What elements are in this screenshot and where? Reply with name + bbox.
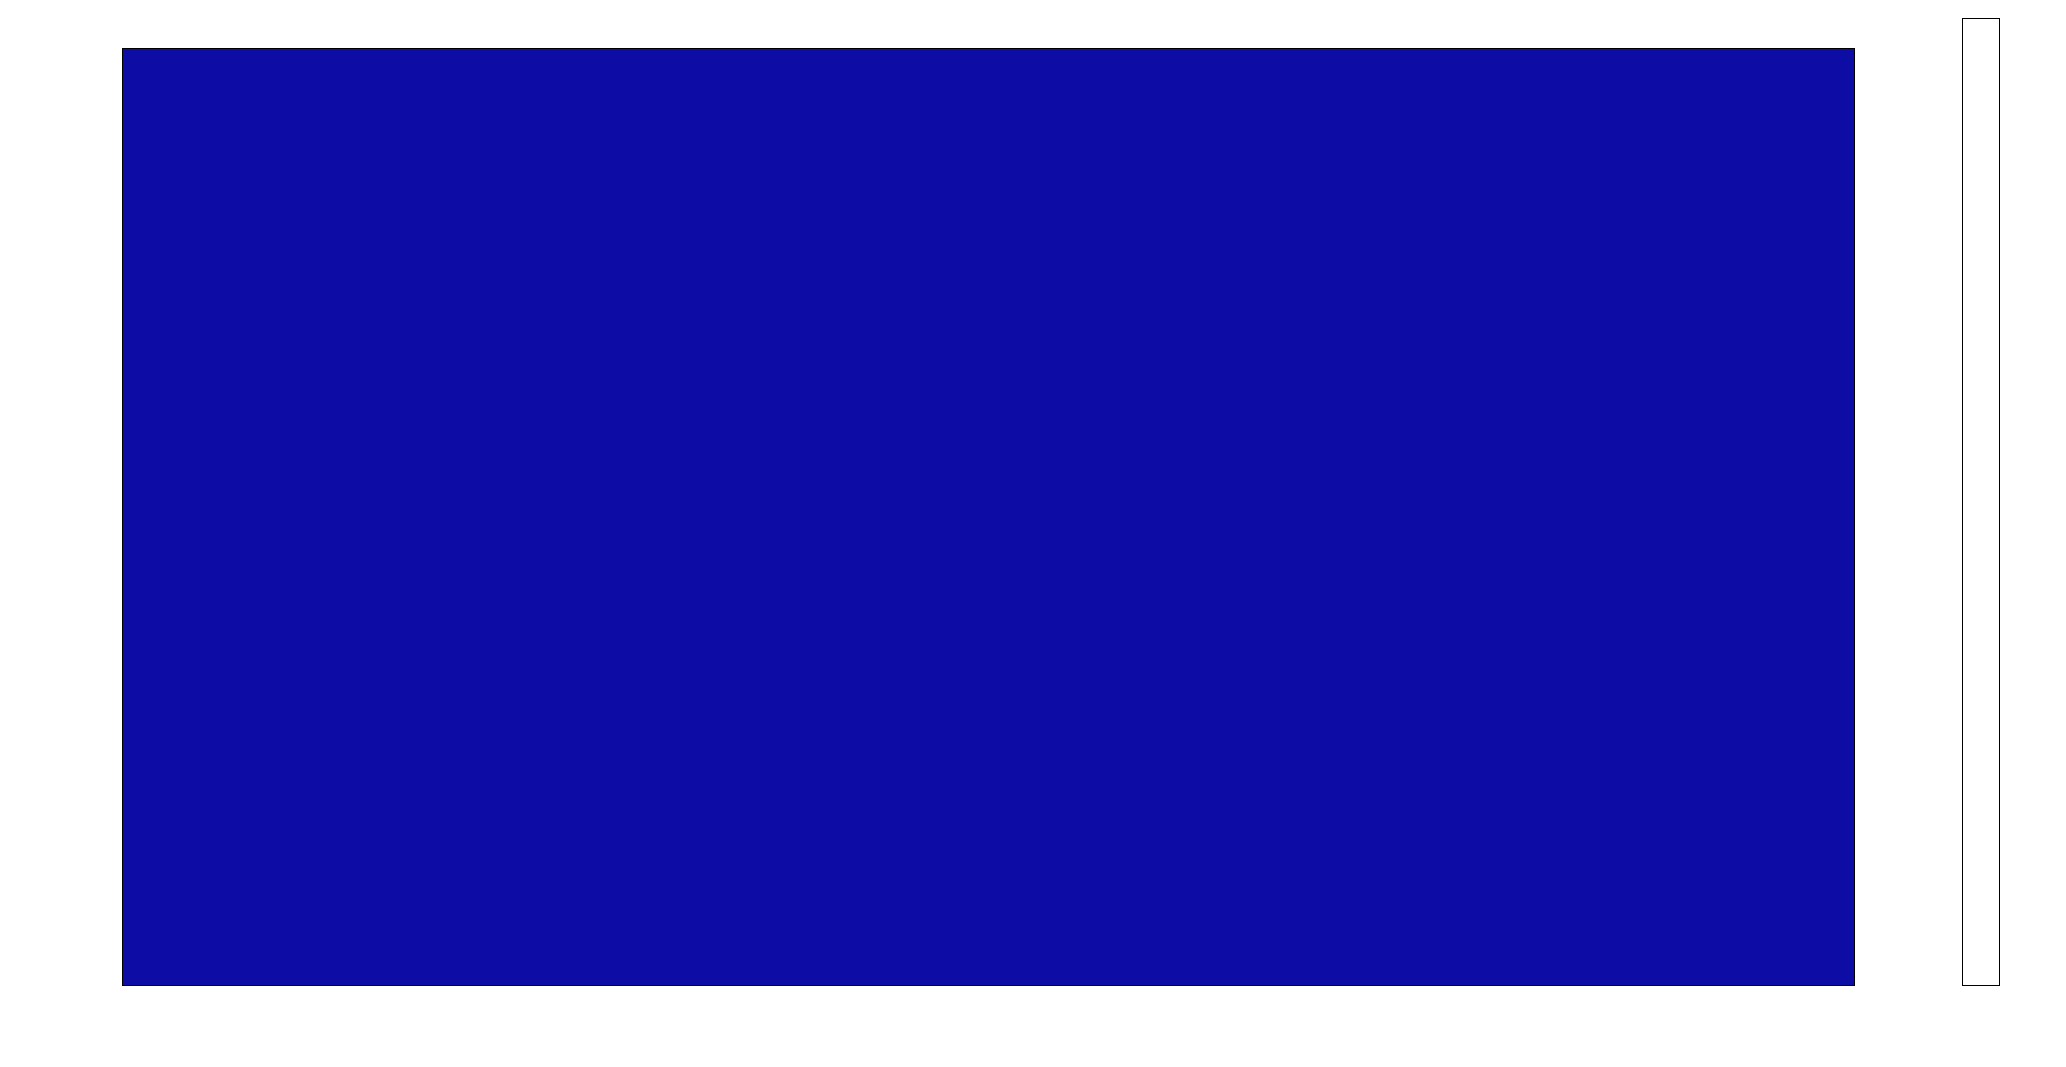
plot-area (122, 48, 1855, 986)
colorbar-gradient-canvas (1963, 19, 1999, 985)
spectrogram-canvas (123, 49, 1854, 985)
colorbar (1962, 18, 2000, 986)
